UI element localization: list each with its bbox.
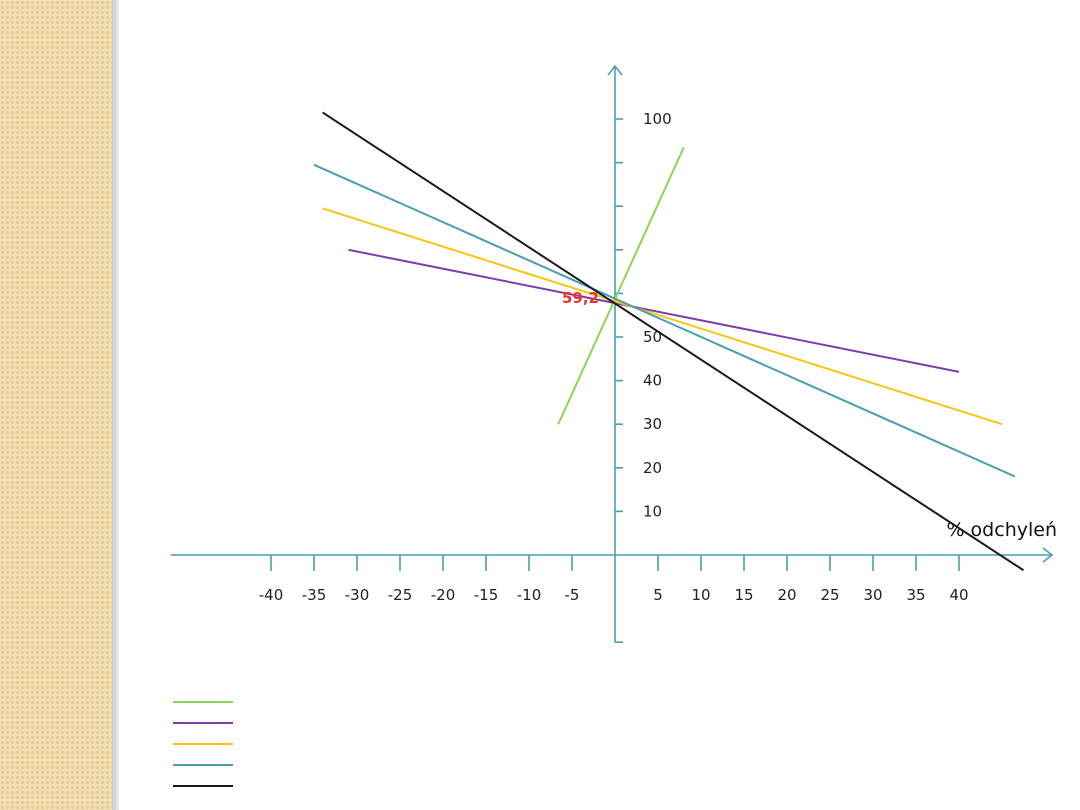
intersection-value-label: 59,2 bbox=[562, 289, 599, 307]
x-tick-label: 35 bbox=[906, 586, 925, 604]
series-line-4 bbox=[313, 163, 1016, 478]
chart-annotations: 59,2 bbox=[562, 289, 599, 307]
x-tick-label: 30 bbox=[863, 586, 882, 604]
x-tick-label: -30 bbox=[345, 586, 370, 604]
x-tick-label: -20 bbox=[431, 586, 456, 604]
x-tick-label: 25 bbox=[820, 586, 839, 604]
x-tick-label: 10 bbox=[691, 586, 710, 604]
side-pattern-panel bbox=[0, 0, 112, 810]
side-panel-shadow bbox=[112, 0, 119, 810]
y-tick-label: 100 bbox=[643, 110, 672, 128]
x-tick-label: -25 bbox=[388, 586, 413, 604]
x-axis-arrow bbox=[1042, 547, 1054, 563]
y-tick-label: 10 bbox=[643, 502, 662, 520]
chart-labels: % odchyleń bbox=[946, 519, 1057, 541]
x-axis-title: % odchyleń bbox=[946, 519, 1057, 541]
chart-axes bbox=[170, 64, 1054, 644]
y-axis-arrow bbox=[607, 64, 623, 76]
x-tick-label: 15 bbox=[734, 586, 753, 604]
chart-series bbox=[313, 111, 1025, 572]
chart-ticks: -40 -35 -30 -25 -20 -15 -10 -5 5 10 15 20 25 30 35 40 10… bbox=[259, 110, 969, 604]
x-tick-label: -5 bbox=[565, 586, 580, 604]
x-tick-label: 40 bbox=[949, 586, 968, 604]
x-tick-label: -15 bbox=[474, 586, 499, 604]
series-line-5 bbox=[322, 111, 1025, 572]
series-line-2 bbox=[348, 248, 960, 373]
x-tick-label: 5 bbox=[653, 586, 663, 604]
y-tick-label: 50 bbox=[643, 328, 662, 346]
x-tick-label: 20 bbox=[777, 586, 796, 604]
y-tick-label: 40 bbox=[643, 372, 662, 390]
series-line-1 bbox=[557, 146, 685, 425]
chart-legend bbox=[173, 701, 233, 787]
y-tick-label: 30 bbox=[643, 415, 662, 433]
x-tick-label: -10 bbox=[517, 586, 542, 604]
y-tick-label: 20 bbox=[643, 459, 662, 477]
x-tick-label: -40 bbox=[259, 586, 284, 604]
x-tick-label: -35 bbox=[302, 586, 327, 604]
series-line-3 bbox=[322, 207, 1003, 426]
